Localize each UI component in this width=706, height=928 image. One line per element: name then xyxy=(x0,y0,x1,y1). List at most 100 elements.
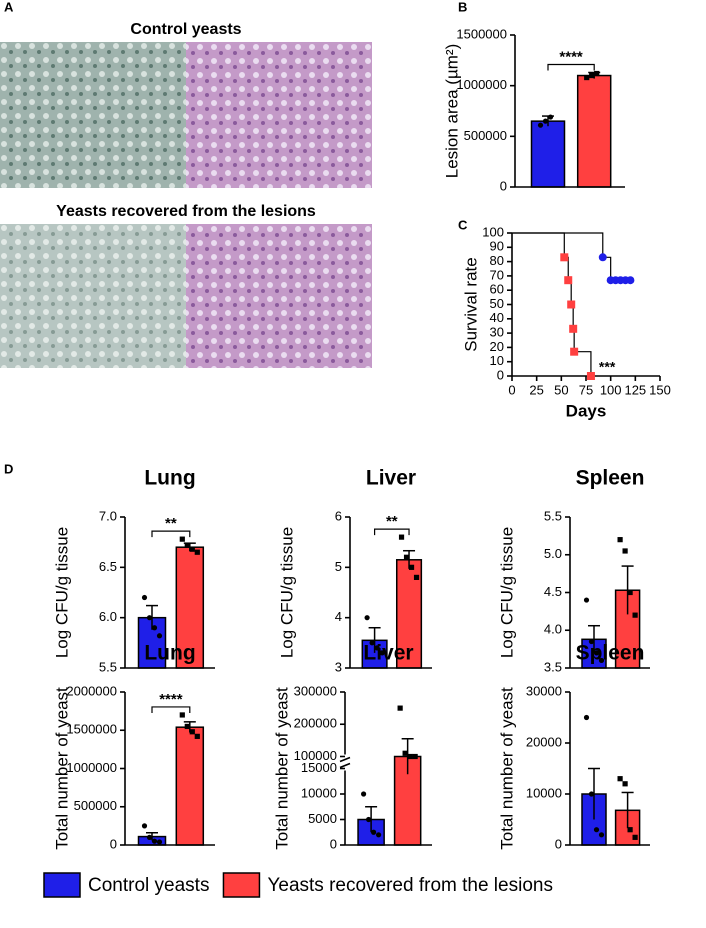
significance-bracket xyxy=(151,530,191,538)
data-point xyxy=(146,834,153,840)
marker xyxy=(626,276,635,285)
y-tick-label: 100 xyxy=(482,224,504,239)
bar xyxy=(175,546,205,669)
y-tick-label: 20000 xyxy=(526,734,562,749)
data-point xyxy=(627,589,633,596)
data-point xyxy=(617,776,623,782)
significance-bracket xyxy=(374,528,410,536)
data-point xyxy=(397,705,403,711)
data-point xyxy=(632,834,638,840)
y-axis-label: Total number of yeast xyxy=(497,687,516,850)
y-tick-label: 1500000 xyxy=(456,26,507,41)
data-point xyxy=(179,712,185,718)
y-tick-label: 15000 xyxy=(301,760,337,775)
y-tick-label: 0 xyxy=(555,836,562,851)
data-point xyxy=(589,72,595,79)
data-point xyxy=(402,750,408,756)
y-axis-label: Survival rate xyxy=(461,257,480,351)
data-point xyxy=(194,733,200,739)
data-point xyxy=(583,597,590,603)
y-tick-label: 50 xyxy=(490,296,504,311)
data-point xyxy=(598,657,605,664)
y-tick-label: 0 xyxy=(500,178,507,193)
y-axis-label: Total number of yeast xyxy=(272,687,291,850)
data-point xyxy=(374,645,380,651)
y-tick-label: 30 xyxy=(490,325,504,340)
data-point xyxy=(189,729,195,735)
data-point xyxy=(141,594,148,601)
x-tick-label: 25 xyxy=(529,382,543,397)
y-tick-label: 200000 xyxy=(294,716,337,731)
y-tick-label: 4 xyxy=(335,609,342,624)
data-point xyxy=(542,118,549,124)
data-point xyxy=(376,832,382,838)
data-point xyxy=(151,625,158,631)
data-point xyxy=(369,640,375,646)
data-point xyxy=(594,70,600,77)
y-tick-label: 0 xyxy=(330,836,337,851)
y-tick-label: 4.5 xyxy=(544,584,562,599)
data-point xyxy=(156,839,163,845)
data-point xyxy=(537,122,544,128)
data-point xyxy=(584,74,590,81)
chart-title: Liver xyxy=(363,642,413,665)
marker xyxy=(567,300,576,309)
y-tick-label: 10000 xyxy=(526,785,562,800)
chart-title: Spleen xyxy=(576,642,645,665)
marker xyxy=(586,372,595,380)
data-point xyxy=(547,114,554,120)
chart-title: Lung xyxy=(144,467,195,490)
bar xyxy=(395,559,423,669)
y-tick-label: 100000 xyxy=(294,748,337,763)
bar xyxy=(576,74,612,188)
x-tick-label: 125 xyxy=(624,382,646,397)
significance: ** xyxy=(386,513,398,530)
x-tick-label: 150 xyxy=(649,382,671,397)
y-axis-label: Log CFU/g tissue xyxy=(277,527,296,658)
y-tick-label: 6.5 xyxy=(99,559,117,574)
data-point xyxy=(407,753,413,760)
histology-image xyxy=(186,42,372,188)
data-point xyxy=(194,549,200,555)
histology-image xyxy=(0,224,186,368)
y-tick-label: 10000 xyxy=(301,785,337,800)
data-point xyxy=(146,615,153,621)
y-tick-label: 300000 xyxy=(294,683,337,698)
data-point xyxy=(184,723,190,730)
y-tick-label: 0 xyxy=(497,367,504,382)
y-tick-label: 6.0 xyxy=(99,609,117,624)
significance: *** xyxy=(599,359,616,375)
significance: **** xyxy=(159,691,183,708)
chart-title: Spleen xyxy=(576,467,645,490)
y-tick-label: 5.5 xyxy=(544,508,562,523)
y-tick-label: 5 xyxy=(335,559,342,574)
y-tick-label: 3.5 xyxy=(544,659,562,674)
data-point xyxy=(371,829,377,835)
data-point xyxy=(583,714,590,721)
data-point xyxy=(627,827,633,833)
marker xyxy=(570,347,579,356)
image-caption: Control yeasts xyxy=(130,21,241,38)
marker xyxy=(560,253,569,262)
image-caption: Yeasts recovered from the lesions xyxy=(56,203,316,220)
data-point xyxy=(184,542,190,548)
axis-break xyxy=(339,762,351,769)
significance-bracket xyxy=(547,63,595,71)
y-tick-label: 20 xyxy=(490,339,504,354)
y-tick-label: 1000000 xyxy=(66,760,117,775)
panel-label: A xyxy=(4,0,14,14)
y-tick-label: 5000 xyxy=(308,811,337,826)
y-tick-label: 500000 xyxy=(464,128,507,143)
x-tick-label: 75 xyxy=(579,382,593,397)
panel-label: C xyxy=(458,217,468,232)
data-point xyxy=(408,564,415,570)
data-point xyxy=(398,534,405,540)
data-point xyxy=(622,781,628,787)
y-tick-label: 500000 xyxy=(74,798,117,813)
data-point xyxy=(622,548,628,554)
y-tick-label: 2000000 xyxy=(66,683,117,698)
significance: ** xyxy=(165,515,177,532)
x-tick-label: 100 xyxy=(600,382,622,397)
y-tick-label: 80 xyxy=(490,253,504,268)
